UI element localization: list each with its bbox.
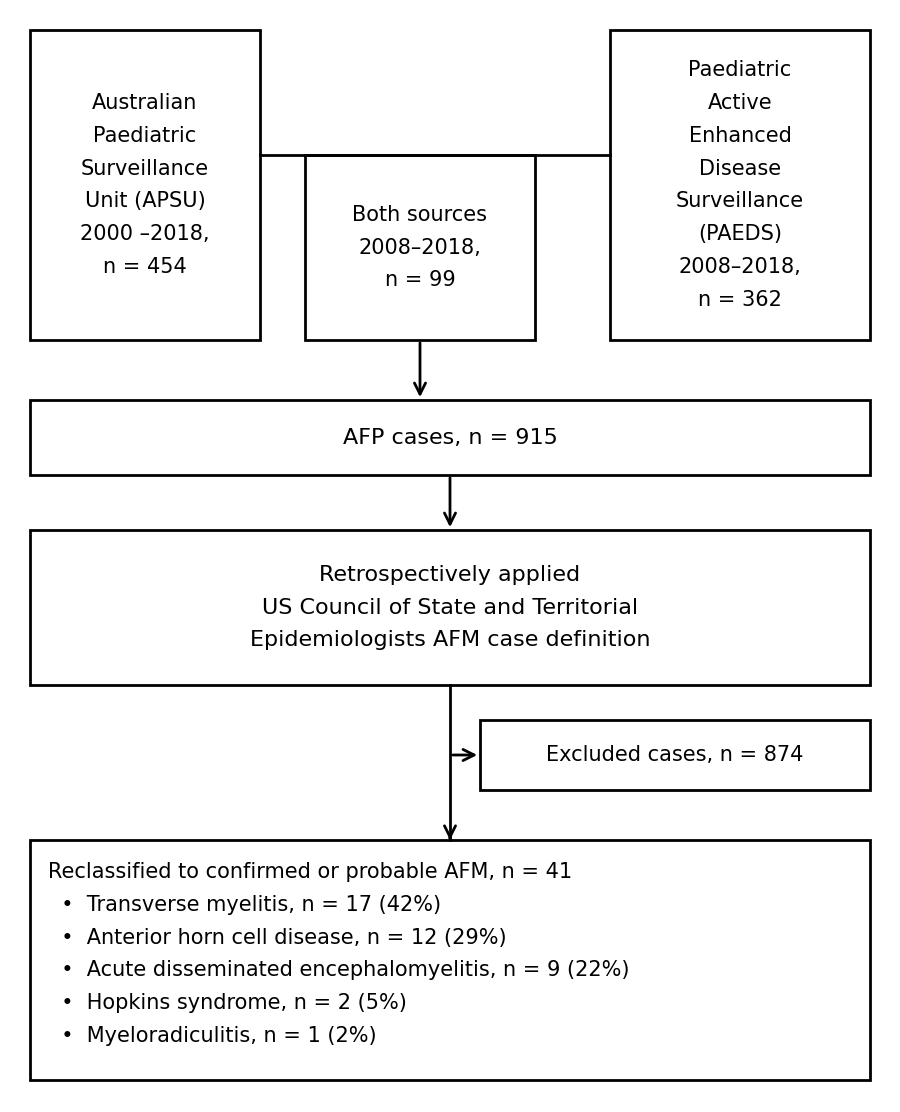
Text: Retrospectively applied
US Council of State and Territorial
Epidemiologists AFM : Retrospectively applied US Council of St…: [250, 565, 650, 651]
Bar: [610, 30, 870, 340]
Bar: [30, 400, 870, 475]
Bar: [30, 840, 870, 1080]
Bar: [30, 530, 870, 685]
Text: Paediatric
Active
Enhanced
Disease
Surveillance
(PAEDS)
2008–2018,
n = 362: Paediatric Active Enhanced Disease Surve…: [676, 60, 804, 310]
Text: Australian
Paediatric
Surveillance
Unit (APSU)
2000 –2018,
n = 454: Australian Paediatric Surveillance Unit …: [80, 93, 210, 277]
Text: Both sources
2008–2018,
n = 99: Both sources 2008–2018, n = 99: [353, 205, 488, 290]
Bar: [30, 30, 260, 340]
Bar: [305, 155, 535, 340]
Text: AFP cases, n = 915: AFP cases, n = 915: [343, 427, 557, 447]
Text: Reclassified to confirmed or probable AFM, n = 41
  •  Transverse myelitis, n = : Reclassified to confirmed or probable AF…: [48, 862, 629, 1046]
Text: Excluded cases, n = 874: Excluded cases, n = 874: [546, 745, 804, 765]
Bar: [480, 719, 870, 790]
